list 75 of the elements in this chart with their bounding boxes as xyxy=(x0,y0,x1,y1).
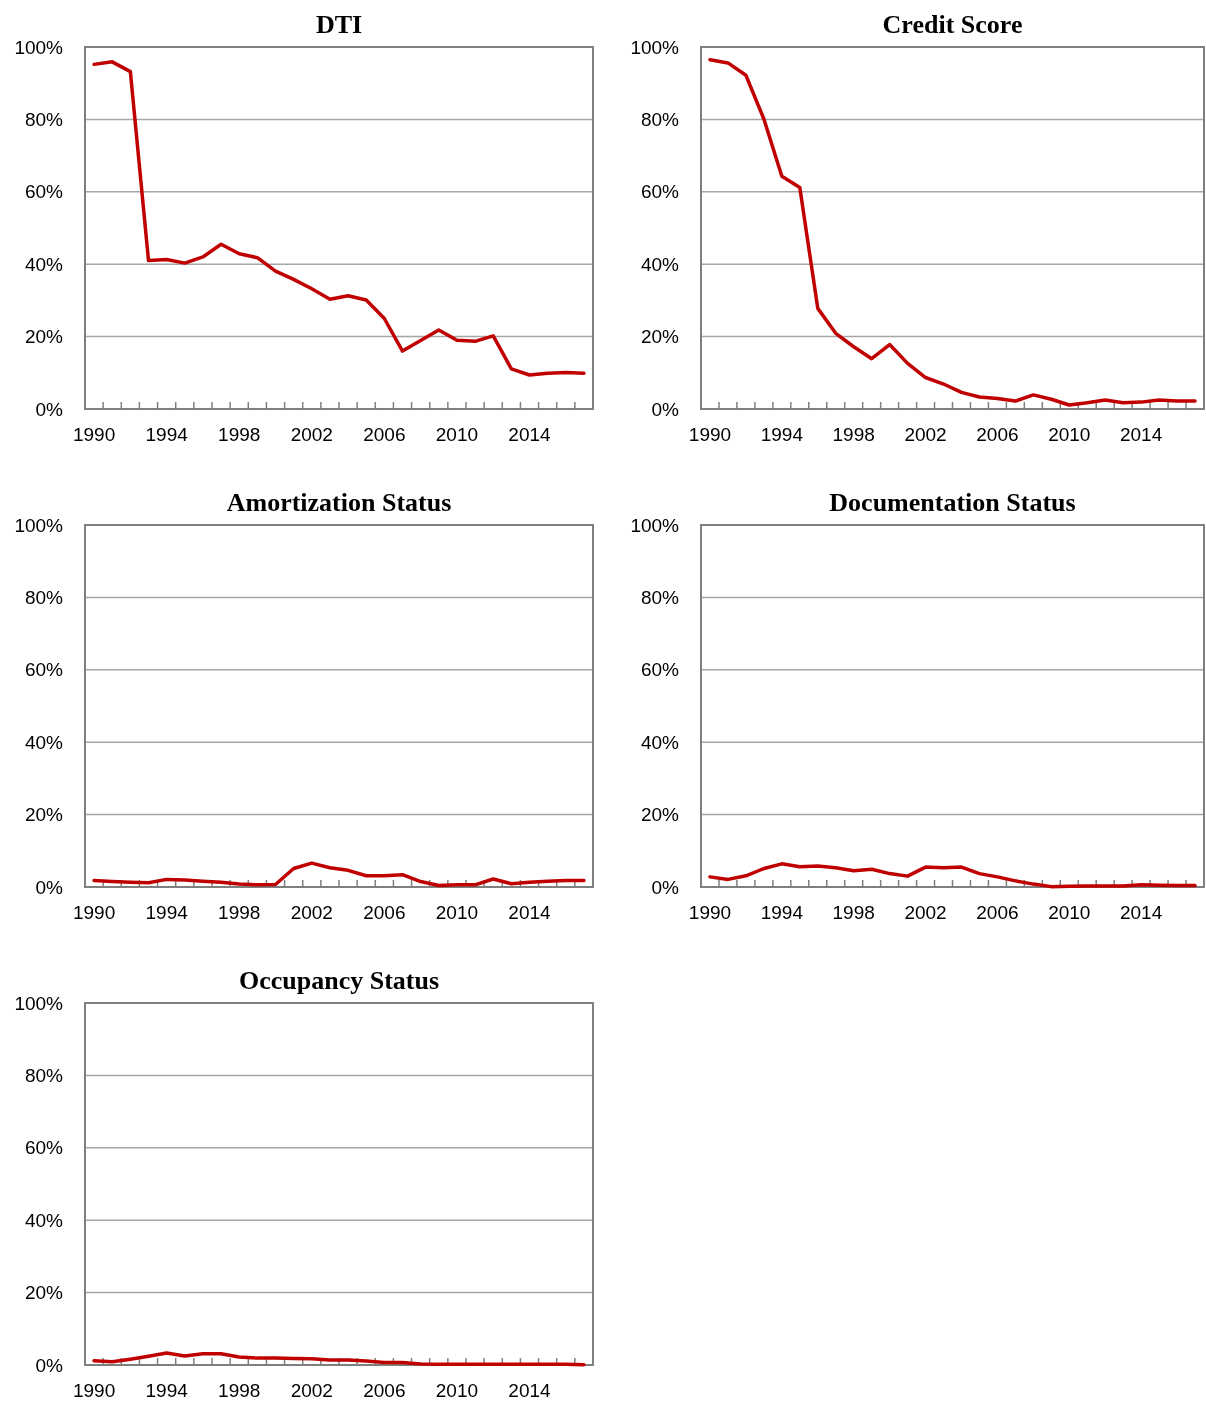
y-tick-label: 60% xyxy=(24,659,64,681)
y-tick-label: 100% xyxy=(14,992,64,1014)
x-tick-label: 1994 xyxy=(145,1380,189,1401)
y-tick-label: 20% xyxy=(24,326,64,348)
y-tick-label: 80% xyxy=(24,109,64,131)
y-tick-label: 0% xyxy=(35,398,64,420)
chart-title: Occupancy Status xyxy=(238,966,440,995)
y-tick-label: 20% xyxy=(640,804,680,826)
y-tick-label: 60% xyxy=(24,181,64,203)
x-tick-label: 1998 xyxy=(832,424,875,445)
y-tick-label: 60% xyxy=(640,659,680,681)
x-tick-label: 2014 xyxy=(508,902,552,923)
y-tick-label: 80% xyxy=(640,109,680,131)
line-series xyxy=(92,1351,586,1367)
x-tick-label: 2010 xyxy=(435,424,479,445)
x-tick-label: 2006 xyxy=(363,424,406,445)
x-tick-label: 2010 xyxy=(435,902,479,923)
x-tick-label: 1990 xyxy=(72,1380,116,1401)
x-tick-label: 1990 xyxy=(688,902,732,923)
y-tick-label: 60% xyxy=(640,181,680,203)
y-tick-label: 40% xyxy=(24,731,64,753)
y-tick-label: 40% xyxy=(640,731,680,753)
x-tick-label: 2006 xyxy=(363,902,406,923)
x-tick-label: 2010 xyxy=(1048,902,1091,923)
y-tick-label: 40% xyxy=(24,1209,64,1231)
x-tick-label: 1990 xyxy=(72,424,116,445)
y-tick-label: 40% xyxy=(24,253,64,275)
line-series xyxy=(708,57,1197,407)
x-tick-label: 1990 xyxy=(688,424,732,445)
x-tick-label: 2002 xyxy=(904,424,947,445)
x-tick-label: 1990 xyxy=(72,902,116,923)
y-tick-label: 0% xyxy=(35,876,64,898)
x-tick-label: 2006 xyxy=(363,1380,406,1401)
y-tick-label: 80% xyxy=(640,587,680,609)
x-tick-label: 1998 xyxy=(218,902,261,923)
x-tick-label: 2014 xyxy=(508,1380,552,1401)
x-tick-label: 2002 xyxy=(290,902,333,923)
y-tick-label: 80% xyxy=(24,1065,64,1087)
y-tick-label: 20% xyxy=(24,804,64,826)
chart-title: Documentation Status xyxy=(829,488,1076,517)
x-tick-label: 2010 xyxy=(435,1380,479,1401)
x-tick-label: 2006 xyxy=(976,902,1019,923)
x-tick-label: 1994 xyxy=(760,424,804,445)
chart-title: DTI xyxy=(315,10,363,39)
line-series xyxy=(92,60,586,377)
y-tick-label: 100% xyxy=(14,514,64,536)
x-tick-label: 1998 xyxy=(218,1380,261,1401)
line-series xyxy=(708,862,1197,889)
x-tick-label: 2002 xyxy=(904,902,947,923)
y-tick-label: 20% xyxy=(640,326,680,348)
y-tick-label: 100% xyxy=(14,36,64,58)
y-tick-label: 60% xyxy=(24,1137,64,1159)
line-series xyxy=(92,861,586,888)
x-tick-label: 1998 xyxy=(218,424,261,445)
y-tick-label: 0% xyxy=(651,398,680,420)
x-tick-label: 2010 xyxy=(1048,424,1091,445)
chart-title: Credit Score xyxy=(882,10,1023,39)
x-tick-label: 2006 xyxy=(976,424,1019,445)
y-tick-label: 100% xyxy=(630,36,680,58)
x-tick-label: 2014 xyxy=(1119,424,1163,445)
y-tick-label: 0% xyxy=(651,876,680,898)
chart-title: Amortization Status xyxy=(226,488,452,517)
x-tick-label: 1994 xyxy=(145,424,189,445)
x-tick-label: 1998 xyxy=(832,902,875,923)
x-tick-label: 2002 xyxy=(290,1380,333,1401)
y-tick-label: 40% xyxy=(640,253,680,275)
x-tick-label: 2014 xyxy=(508,424,552,445)
y-tick-label: 100% xyxy=(630,514,680,536)
y-tick-label: 80% xyxy=(24,587,64,609)
x-tick-label: 2002 xyxy=(290,424,333,445)
y-tick-label: 0% xyxy=(35,1354,64,1376)
x-tick-label: 1994 xyxy=(760,902,804,923)
x-tick-label: 2014 xyxy=(1119,902,1163,923)
x-tick-label: 1994 xyxy=(145,902,189,923)
y-tick-label: 20% xyxy=(24,1282,64,1304)
